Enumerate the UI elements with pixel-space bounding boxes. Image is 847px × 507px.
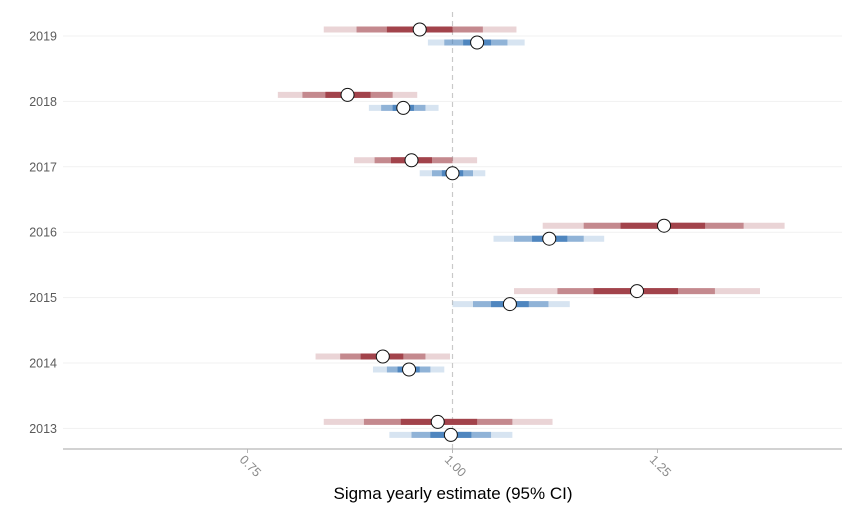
estimate-point-2018-s2 [396,100,411,115]
y-tick-label-2017: 2017 [29,160,57,174]
estimate-point-2019-s1 [412,22,427,37]
estimate-points [340,22,672,442]
y-tick-label-2013: 2013 [29,422,57,436]
estimate-point-2013-s1 [430,414,445,429]
estimate-point-2017-s1 [404,153,419,168]
x-axis-title: Sigma yearly estimate (95% CI) [333,484,572,503]
estimate-point-2013-s2 [443,427,458,442]
y-tick-label-2018: 2018 [29,95,57,109]
estimate-point-2019-s2 [470,35,485,50]
estimate-point-2015-s2 [502,297,517,312]
estimate-point-2017-s2 [445,166,460,181]
estimate-point-2014-s2 [402,362,417,377]
estimate-point-2018-s1 [340,87,355,102]
estimate-point-2016-s2 [542,231,557,246]
estimate-point-2016-s1 [657,218,672,233]
y-tick-label-2019: 2019 [29,30,57,44]
y-tick-label-2016: 2016 [29,226,57,240]
y-axis-tick-labels: 2019 2018 2017 2016 2015 2014 2013 [29,30,57,436]
estimate-point-2014-s1 [375,349,390,364]
y-tick-label-2015: 2015 [29,291,57,305]
y-tick-label-2014: 2014 [29,357,57,371]
estimate-point-2015-s1 [630,284,644,299]
